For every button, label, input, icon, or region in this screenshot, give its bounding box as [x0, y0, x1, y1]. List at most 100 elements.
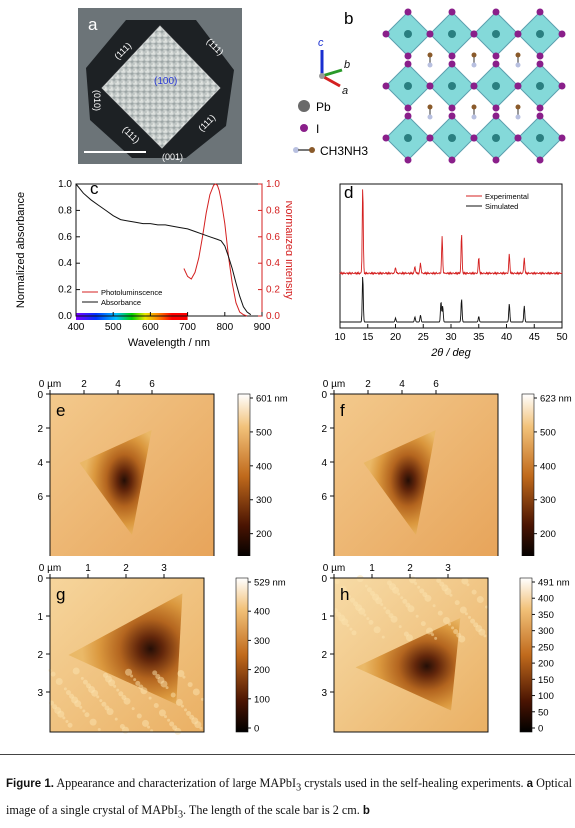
panel-c-series-1 [75, 183, 252, 316]
panel-h-grain-32 [459, 606, 467, 614]
i-atom-1-1-0 [448, 60, 456, 68]
panel-e-xtick-label-3: 6 [149, 379, 155, 390]
panel-g-grain-62 [191, 717, 199, 725]
panel-g-grain-55 [101, 701, 107, 707]
panel-c-xlabel: Wavelength / nm [128, 337, 210, 349]
panel-g-grain-23 [125, 668, 133, 676]
pb-atom-1-0 [404, 82, 412, 90]
caption-divider [0, 754, 575, 755]
panel-h-grain-79 [366, 587, 372, 593]
panel-g-indent [68, 593, 183, 705]
legend-ch3nh3-c [309, 147, 315, 153]
panel-g-label: g [56, 585, 65, 604]
panel-f-cb-label-1: 500 [540, 427, 556, 438]
panel-h-grain-61 [419, 588, 425, 594]
panel-g-grain-15 [133, 678, 137, 682]
panel-h-xtick-label-3: 3 [445, 563, 451, 574]
panel-c-ytick-label-3: 0.6 [58, 232, 72, 243]
panel-e-label: e [56, 401, 65, 420]
panel-c-xtick-label-1: 500 [105, 322, 122, 333]
panel-h-grain-26 [425, 627, 433, 635]
panel-h-grain-15 [417, 585, 421, 589]
i-atom-2-0-3 [382, 134, 390, 142]
panel-g-ytick-label-0: 0 [37, 574, 43, 585]
panel-f-cb-label-0: 623 nm [540, 394, 572, 405]
i-atom-2-1-0 [448, 112, 456, 120]
panel-g-grain-27 [200, 697, 204, 701]
panel-h-xtick-label-2: 2 [407, 563, 413, 574]
pb-atom-1-1 [448, 82, 456, 90]
ch3nh3-n-5 [515, 114, 521, 120]
panel-g-grain-30 [63, 687, 67, 691]
panel-d-frame [339, 183, 563, 329]
i-atom-2-2-3 [470, 134, 478, 142]
panel-e-xtick-label-1: 2 [81, 379, 87, 390]
caption-text-3: Optical image of a single crystal of MAP… [6, 776, 573, 818]
pb-atom-2-1 [448, 134, 456, 142]
panel-g-grain-35 [192, 688, 200, 696]
legend-ch3nh3-n [293, 147, 299, 153]
panel-g-grain-48 [165, 686, 169, 690]
panel-g-grain-40 [170, 692, 176, 698]
panel-f-xtick-label-3: 6 [433, 379, 439, 390]
panel-d-label: d [344, 183, 353, 202]
panel-h-grain-68 [355, 604, 363, 612]
panel-h-colorbar [519, 577, 533, 733]
i-atom-0-2-3 [470, 30, 478, 38]
panel-f-colorbar [521, 393, 535, 556]
panel-h-grain-76 [349, 597, 355, 603]
i-atom-0-0-0 [404, 8, 412, 16]
legend-i-label: I [316, 122, 319, 136]
panel-g-grain-68 [71, 696, 79, 704]
panel-g-grain-37 [153, 703, 159, 709]
panel-h-cb-label-5: 200 [538, 659, 554, 670]
panel-g-grain-3 [65, 720, 69, 724]
ch3nh3-c-4 [471, 104, 477, 110]
panel-h-grain-47 [390, 615, 398, 623]
i-atom-1-2-0 [492, 60, 500, 68]
panel-e-ytick-label-0: 0 [37, 390, 43, 401]
panel-e-ytick-label-1: 2 [37, 424, 43, 435]
panel-h-grain-29 [442, 617, 450, 625]
panel-d-xtick-label-4: 30 [445, 332, 457, 343]
caption-sub-1: 3 [296, 782, 302, 794]
panel-h-grain-62 [475, 625, 483, 633]
panel-f-cb-label-4: 200 [540, 529, 556, 540]
legend-i-marker [300, 124, 308, 132]
panel-c-series-0 [183, 183, 248, 317]
panel-h-label: h [340, 585, 349, 604]
panel-g-grain-38 [55, 677, 63, 685]
panel-g-grain-39 [114, 717, 118, 721]
panel-g-grain-59 [174, 727, 182, 735]
panel-h-cb-label-1: 400 [538, 594, 554, 605]
panel-c-xtick-label-5: 900 [254, 322, 271, 333]
panel-g-grain-75 [164, 715, 167, 719]
pb-atom-0-3 [536, 30, 544, 38]
panel-h-grain-27 [484, 605, 488, 609]
panel-g-grain-45 [148, 696, 152, 700]
panel-h-cb-label-2: 350 [538, 610, 554, 621]
caption-figure-label: Figure 1. [6, 778, 54, 790]
panel-h-grain-69 [414, 582, 418, 586]
i-atom-0-3-0 [536, 8, 544, 16]
i-atom-2-2-0 [492, 112, 500, 120]
panel-h-grain-58 [402, 598, 408, 604]
i-atom-0-3-2 [536, 52, 544, 60]
caption-text-1: Appearance and characterization of large… [53, 776, 297, 790]
panel-h-grain-52 [368, 619, 374, 625]
panel-d-legend-label-1: Simulated [485, 202, 518, 211]
pb-atom-2-3 [536, 134, 544, 142]
panel-h-frame [333, 577, 489, 733]
panel-g-grain-54 [199, 726, 203, 730]
panel-g-grain-34 [136, 713, 142, 719]
panel-h-grain-33 [364, 584, 368, 588]
caption-b-label: b [362, 805, 370, 818]
panel-h-grain-64 [436, 577, 442, 583]
panel-g-cb-label-1: 400 [254, 607, 270, 618]
panel-h-grain-77 [405, 634, 413, 642]
panel-h-grain-21 [451, 626, 455, 630]
panel-e-cb-label-1: 500 [256, 427, 272, 438]
panel-h-grain-66 [397, 592, 401, 596]
panel-g-grain-52 [84, 712, 90, 718]
panel-c-legend-label-0: Photoluminscence [101, 288, 162, 297]
